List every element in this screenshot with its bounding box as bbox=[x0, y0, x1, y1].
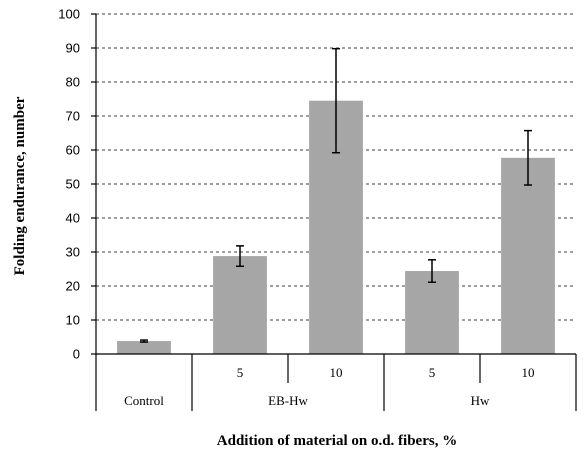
y-tick-label: 80 bbox=[66, 75, 80, 90]
axes bbox=[91, 13, 577, 411]
bar bbox=[501, 157, 555, 354]
error-bar bbox=[140, 339, 148, 343]
y-tick-label: 60 bbox=[66, 143, 80, 158]
y-tick-label: 90 bbox=[66, 41, 80, 56]
y-tick-label: 70 bbox=[66, 109, 80, 124]
error-bar bbox=[332, 47, 340, 154]
error-bar bbox=[428, 259, 436, 284]
bar-sub-label: 5 bbox=[237, 365, 244, 380]
y-tick-labels: 0 10 20 30 40 50 60 70 80 90 100 bbox=[58, 7, 80, 362]
y-tick-label: 40 bbox=[66, 211, 80, 226]
error-bar bbox=[524, 129, 532, 186]
category-label: Control bbox=[124, 393, 164, 408]
bar-sub-label: 5 bbox=[429, 365, 436, 380]
error-bars bbox=[140, 47, 532, 343]
y-tick-label: 20 bbox=[66, 279, 80, 294]
y-tick-label: 0 bbox=[73, 347, 80, 362]
category-label: Hw bbox=[471, 393, 490, 408]
category-labels: 5 10 5 10 Control EB-Hw Hw bbox=[124, 365, 534, 408]
x-axis-title: Addition of material on o.d. fibers, % bbox=[217, 433, 457, 449]
bar-sub-label: 10 bbox=[330, 365, 343, 380]
y-tick-label: 10 bbox=[66, 313, 80, 328]
y-tick-label: 50 bbox=[66, 177, 80, 192]
y-tick-label: 30 bbox=[66, 245, 80, 260]
bar bbox=[117, 341, 171, 354]
category-label: EB-Hw bbox=[268, 393, 308, 408]
bar bbox=[405, 271, 459, 354]
y-axis-title: Folding endurance, number bbox=[12, 96, 28, 275]
y-tick-label: 100 bbox=[58, 7, 80, 22]
error-bar bbox=[236, 245, 244, 268]
bar-sub-label: 10 bbox=[522, 365, 535, 380]
bar bbox=[213, 256, 267, 354]
